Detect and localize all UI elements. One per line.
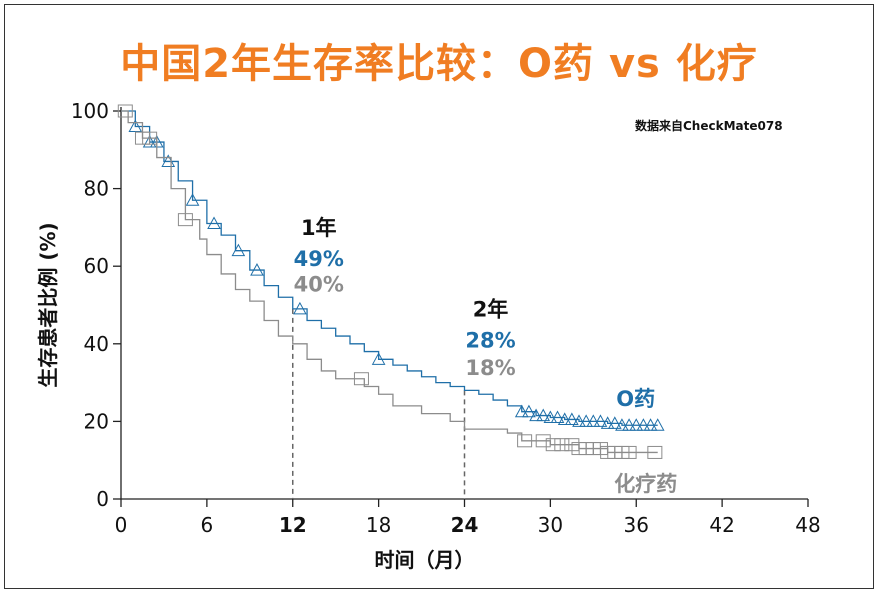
y-tick-label: 20 [84,409,109,433]
censor-marker-triangle [622,418,636,431]
censor-marker-triangle [514,404,529,418]
censor-marker-square [142,131,158,145]
series-label-o-drug: O药 [616,387,655,411]
censor-marker-triangle [636,418,651,431]
censor-marker-square [535,434,551,448]
censor-marker-triangle [529,408,543,422]
censor-marker-square [554,438,570,452]
y-tick-label: 40 [84,332,109,356]
annotation-value-o-drug: 49% [294,247,344,271]
series-label-chemo: 化疗药 [614,472,677,496]
censor-marker-triangle [293,301,307,315]
censor-marker-square [647,445,663,459]
censor-marker-triangle [536,408,551,422]
censor-marker-triangle [231,243,246,257]
x-tick-label: 36 [624,513,649,537]
censor-marker-square [621,445,637,459]
x-tick-label: 6 [201,513,214,537]
censor-marker-triangle [586,414,601,427]
censor-marker-triangle [600,416,615,429]
y-tick-label: 80 [84,177,109,201]
x-axis-label: 时间（月） [375,548,475,572]
y-axis-label: 生存患者比例 (%) [36,222,60,387]
chart-title: 中国2年生存率比较：O药 vs 化疗 [120,41,758,87]
annotation-value-chemo: 18% [465,356,515,380]
censor-marker-triangle [629,418,644,431]
censor-marker-triangle [557,412,572,425]
x-tick-label: 18 [366,513,391,537]
survival-curve-o-drug [121,110,658,426]
annotation-value-chemo: 40% [294,272,344,296]
annotation-value-o-drug: 28% [465,329,515,353]
y-tick-label: 60 [84,254,109,278]
censor-marker-square [517,434,533,448]
censor-marker-triangle [565,412,579,425]
x-tick-label: 12 [279,513,307,537]
censor-marker-triangle [593,414,608,427]
y-tick-label: 0 [96,487,109,511]
survival-curve-chemo [121,110,658,454]
censor-marker-triangle [128,119,143,133]
censor-marker-square [177,213,193,227]
censor-marker-triangle [550,410,565,424]
censor-marker-triangle [250,263,264,276]
censor-marker-square [545,438,561,452]
censor-marker-square [353,372,369,386]
x-tick-label: 24 [451,513,479,537]
annotation-label: 1年 [301,216,337,240]
source-note: 数据来自CheckMate078 [635,119,783,133]
censor-marker-triangle [543,410,558,424]
censor-marker-triangle [607,416,622,429]
censor-marker-triangle [185,193,200,206]
annotation-label: 2年 [473,298,509,322]
censor-marker-triangle [207,216,221,230]
censor-marker-triangle [643,418,658,431]
chart-frame: 中国2年生存率比较：O药 vs 化疗 数据来自CheckMate078 0 6 12… [4,4,874,589]
km-plot: 0 6 12 18 24 30 36 42 48 0 20 40 60 80 100 时间（月） 生存患者比例 … [36,99,821,572]
censor-marker-square [117,104,133,118]
x-tick-label: 48 [795,513,820,537]
censor-marker-triangle [579,414,593,427]
x-tick-label: 0 [115,513,128,537]
censor-marker-triangle [522,404,536,418]
censor-marker-triangle [650,418,665,431]
censor-marker-triangle [572,414,586,427]
censor-marker-triangle [371,352,386,365]
censor-marker-triangle [142,134,157,148]
x-tick-label: 42 [709,513,734,537]
censor-marker-triangle [615,418,629,431]
x-tick-label: 30 [538,513,563,537]
y-tick-label: 100 [71,99,109,123]
